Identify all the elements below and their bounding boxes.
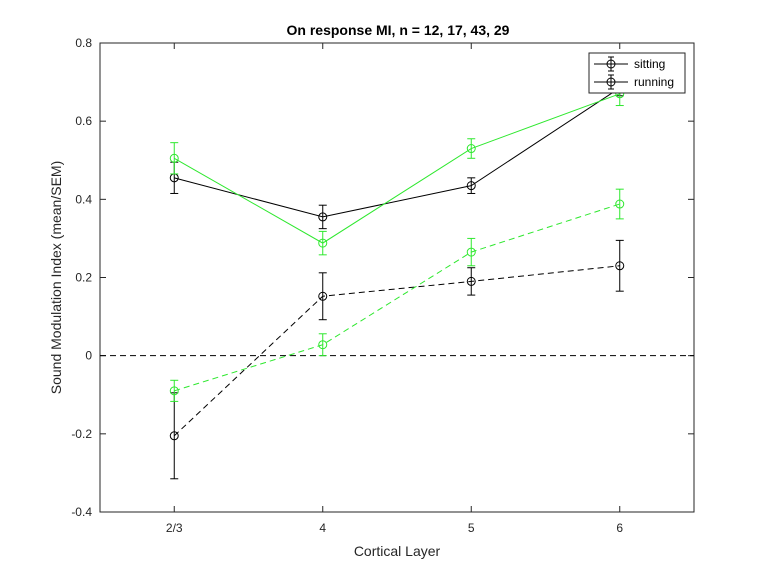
x-axis: 2/3 4 5 6 [166, 43, 623, 535]
x-tick-label: 6 [616, 521, 623, 535]
data-point [318, 238, 328, 248]
x-tick-label: 2/3 [166, 521, 183, 535]
legend-marker [606, 77, 616, 87]
y-tick-label: -0.2 [71, 427, 92, 441]
data-point [466, 247, 476, 257]
series-line [174, 87, 621, 218]
data-point [466, 276, 476, 286]
legend-marker [606, 59, 616, 69]
y-axis: -0.4 -0.2 0 0.2 0.4 0.6 0.8 [71, 36, 694, 519]
chart-title: On response MI, n = 12, 17, 43, 29 [287, 22, 510, 38]
legend-entry-running: running [594, 74, 674, 90]
data-point [318, 340, 328, 350]
series-line [174, 203, 620, 392]
legend-entry-sitting: sitting [594, 56, 665, 72]
data-point [615, 199, 625, 209]
data-point [318, 291, 328, 301]
y-tick-label: 0 [85, 349, 92, 363]
legend-box [588, 52, 686, 94]
legend: sitting running [588, 52, 686, 94]
legend-label: sitting [634, 57, 665, 71]
data-point [615, 261, 625, 271]
data-point [318, 212, 328, 222]
data-point [169, 386, 179, 396]
y-axis-label: Sound Modulation Index (mean/SEM) [48, 161, 64, 394]
x-axis-label: Cortical Layer [354, 543, 441, 559]
series-line [174, 93, 620, 244]
legend-label: running [634, 75, 674, 89]
series-running-dashed [169, 188, 625, 402]
data-point [466, 144, 476, 154]
y-tick-label: 0.8 [75, 36, 92, 50]
series-line [173, 265, 620, 437]
y-tick-label: 0.2 [75, 271, 92, 285]
axes-box [99, 42, 695, 513]
x-tick-label: 4 [319, 521, 326, 535]
plot-area [99, 42, 695, 513]
y-tick-label: 0.4 [75, 192, 92, 206]
data-point [169, 153, 179, 163]
y-tick-label: -0.4 [71, 505, 92, 519]
x-tick-label: 5 [468, 521, 475, 535]
y-tick-label: 0.6 [75, 114, 92, 128]
data-point [169, 431, 179, 441]
data-point [466, 181, 476, 191]
